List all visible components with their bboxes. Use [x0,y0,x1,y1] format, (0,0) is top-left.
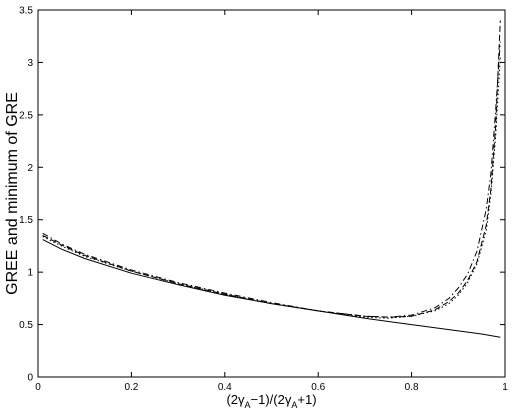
y-tick-label: 0.5 [19,320,33,331]
y-tick-label: 1.5 [19,215,33,226]
x-tick-label: 0.6 [311,382,325,393]
y-axis-label: GREE and minimum of GRE [4,92,21,295]
series-layer [42,20,501,338]
y-tick-label: 1 [27,268,33,279]
x-axis-ticks: 0 0.2 0.4 0.6 0.8 1 [35,10,508,393]
x-axis-label: (2γA−1)/(2γA+1) [226,392,316,410]
plot-area [37,9,506,378]
x-tick-label: 0.8 [405,382,419,393]
y-tick-label: 0 [27,373,33,384]
y-tick-label: 2 [27,163,33,174]
x-tick-label: 0 [35,382,41,393]
y-axis-ticks: 0 0.5 1 1.5 2 2.5 3 3.5 [19,6,505,384]
series-line-dashdot [42,41,501,318]
y-tick-label: 3 [27,58,33,69]
y-tick-label: 2.5 [19,110,33,121]
x-tick-label: 1 [502,382,508,393]
series-line-solid [42,239,501,338]
series-line-dotted [42,57,501,319]
x-tick-label: 0.4 [218,382,232,393]
y-tick-label: 3.5 [19,6,33,17]
x-tick-label: 0.2 [124,382,138,393]
series-line-dashed [42,20,501,318]
